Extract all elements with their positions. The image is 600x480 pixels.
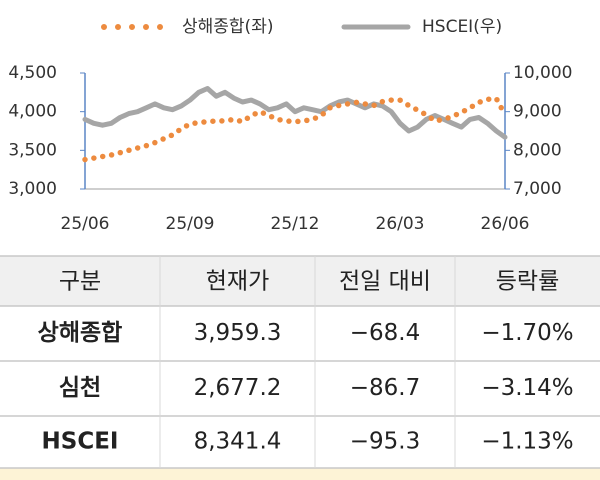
- y2-tick-label: 7,000: [513, 179, 562, 199]
- table-cell: −1.13%: [481, 429, 573, 455]
- footer-strip: [0, 468, 600, 480]
- legend-label: HSCEI(우): [422, 17, 502, 37]
- table-cell: −68.4: [350, 320, 420, 346]
- y2-tick-label: 8,000: [513, 140, 562, 160]
- x-tick-label: 26/03: [376, 214, 425, 234]
- table-cell: −1.70%: [481, 320, 573, 346]
- row-label: HSCEI: [42, 429, 119, 455]
- x-tick-label: 25/09: [166, 214, 215, 234]
- y-tick-label: 3,000: [8, 179, 57, 199]
- table-cell: −3.14%: [481, 375, 573, 401]
- legend-label: 상해종합(좌): [182, 17, 273, 37]
- table-header: 현재가: [206, 269, 269, 295]
- table-header: 구분: [59, 269, 101, 295]
- x-tick-label: 26/06: [481, 214, 530, 234]
- x-tick-label: 25/06: [61, 214, 110, 234]
- x-tick-label: 25/12: [271, 214, 320, 234]
- y-tick-label: 3,500: [8, 140, 57, 160]
- table-header-bg: [0, 256, 600, 306]
- table-cell: 2,677.2: [194, 375, 282, 401]
- row-label: 상해종합: [38, 320, 123, 346]
- table-cell: −86.7: [350, 375, 420, 401]
- series-line: [82, 95, 508, 163]
- table-cell: −95.3: [350, 429, 420, 455]
- row-label: 심천: [59, 375, 101, 401]
- table-cell: 3,959.3: [194, 320, 282, 346]
- table-cell: 8,341.4: [194, 429, 282, 455]
- y-tick-label: 4,500: [8, 63, 57, 83]
- y-tick-label: 4,000: [8, 102, 57, 122]
- y2-tick-label: 10,000: [513, 63, 572, 83]
- table-header: 등락률: [496, 269, 559, 295]
- table-header: 전일 대비: [339, 269, 431, 295]
- y2-tick-label: 9,000: [513, 102, 562, 122]
- series-line: [82, 86, 508, 140]
